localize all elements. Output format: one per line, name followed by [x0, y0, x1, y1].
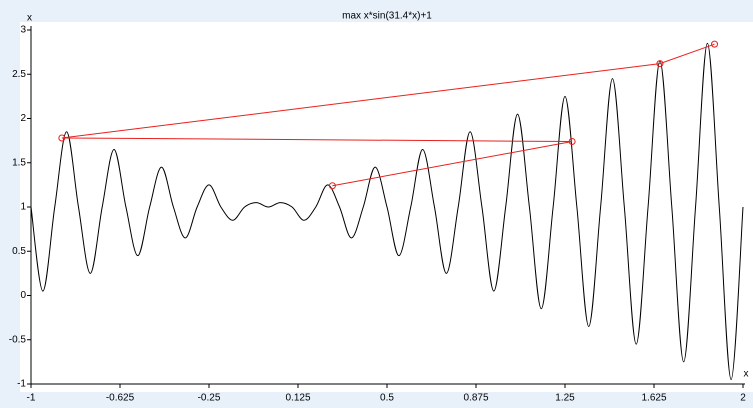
y-tick-label: -1	[17, 379, 26, 390]
x-tick-label: -1	[27, 393, 36, 404]
point-marker	[711, 40, 719, 48]
y-tick-label: 2	[20, 113, 26, 124]
x-tick-label: 1.625	[641, 393, 666, 404]
x-tick-label: -0.25	[198, 393, 221, 404]
y-tick-label: 0.5	[12, 246, 26, 257]
y-tick-label: 2.5	[12, 69, 26, 80]
x-tick-label: 0.125	[285, 393, 310, 404]
point-marker	[328, 182, 336, 190]
series-line	[61, 43, 715, 187]
x-tick-label: 0.5	[380, 393, 394, 404]
x-tick-label: -0.625	[106, 393, 135, 404]
x-tick-label: 1.25	[555, 393, 575, 404]
chart-title: max x*sin(31.4*x)+1	[342, 11, 432, 22]
point-marker	[656, 60, 664, 68]
y-axis-label: x	[27, 13, 32, 24]
point-marker	[568, 138, 576, 146]
series-line	[30, 42, 744, 381]
y-tick-label: 3	[20, 25, 26, 36]
y-tick-label: 1.5	[12, 157, 26, 168]
y-tick-label: 0	[20, 290, 26, 301]
y-tick-label: 1	[20, 202, 26, 213]
x-axis-label: x	[744, 369, 749, 380]
x-tick-label: 2	[740, 393, 746, 404]
point-marker	[58, 134, 66, 142]
x-tick-label: 0.875	[463, 393, 488, 404]
y-tick-label: -0.5	[9, 334, 27, 345]
